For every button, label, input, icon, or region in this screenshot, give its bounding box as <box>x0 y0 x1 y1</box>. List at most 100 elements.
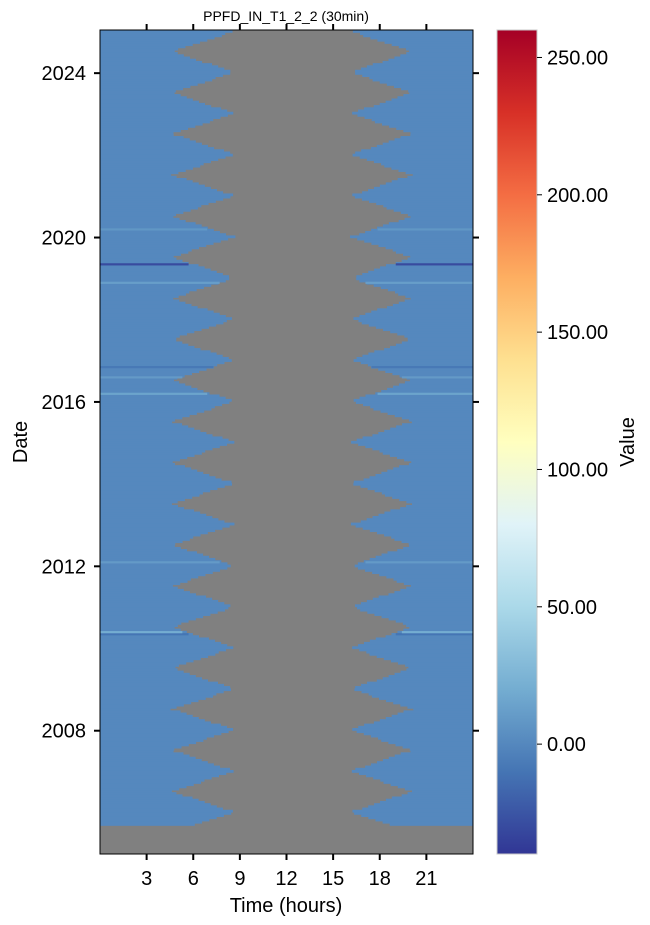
heatmap-row-night-morning <box>100 668 178 672</box>
heatmap-row-night-evening <box>411 502 473 506</box>
heatmap-row-night-evening <box>388 58 473 62</box>
heatmap-row-night-evening <box>393 701 473 705</box>
heatmap-row-night-evening <box>398 301 473 305</box>
heatmap-row-night-evening <box>398 661 473 665</box>
heatmap-row-night-morning <box>100 816 217 820</box>
heatmap-row-night-morning <box>100 449 206 453</box>
heatmap-row-night-evening <box>385 182 473 186</box>
heatmap-row-night-evening <box>387 288 473 292</box>
heatmap-row-night-evening <box>390 509 473 513</box>
heatmap-row-night-evening <box>362 436 473 440</box>
heatmap-anomaly-row <box>395 263 473 266</box>
heatmap-row-night-evening <box>355 71 473 75</box>
heatmap-anomaly-row <box>371 365 473 369</box>
heatmap-row-night-evening <box>375 474 473 477</box>
y-tick-label: 2020 <box>42 228 87 250</box>
heatmap-row-night-evening <box>401 259 473 263</box>
x-tick-label: 12 <box>275 868 297 890</box>
heatmap-row-night-morning <box>100 264 199 267</box>
heatmap-row-night-evening <box>352 728 473 731</box>
heatmap-row-night-evening <box>373 407 473 411</box>
heatmap-row-night-morning <box>100 451 202 455</box>
colorbar-tick-label: 0.00 <box>547 734 586 756</box>
heatmap-row-night-evening <box>381 491 473 495</box>
heatmap-row-night-morning <box>100 608 225 612</box>
heatmap-row-night-morning <box>100 527 223 530</box>
heatmap-row-night-morning <box>100 409 205 413</box>
heatmap-row-night-evening <box>388 140 473 144</box>
heatmap-anomaly-row <box>100 392 208 395</box>
heatmap-row-night-morning <box>100 299 180 303</box>
heatmap-row-night-evening <box>385 716 473 720</box>
heatmap-row-night-morning <box>100 593 197 597</box>
heatmap-row-night-evening <box>366 65 473 69</box>
heatmap-row-night-evening <box>369 200 473 203</box>
heatmap-row-night-morning <box>100 515 213 519</box>
heatmap-row-night-morning <box>100 686 231 689</box>
heatmap-row-night-evening <box>392 372 473 376</box>
heatmap-row-night-morning <box>100 151 231 155</box>
heatmap-row-night-morning <box>100 772 227 776</box>
heatmap-row-night-morning <box>100 363 218 367</box>
heatmap-row-night-evening <box>364 239 473 243</box>
heatmap-row-night-evening <box>369 639 473 643</box>
heatmap-row-night-morning <box>100 401 230 404</box>
heatmap-row-night-morning <box>100 197 224 201</box>
heatmap-row-night-evening <box>353 480 473 484</box>
heatmap-row-night-evening <box>366 774 473 778</box>
heatmap-row-night-evening <box>404 787 473 791</box>
heatmap-row-night-evening <box>394 414 473 418</box>
heatmap-row-night-morning <box>100 650 219 654</box>
heatmap-row-night-evening <box>387 469 473 473</box>
heatmap-anomaly-row <box>100 228 208 231</box>
heatmap-row-night-morning <box>100 98 193 102</box>
heatmap-row-night-evening <box>352 809 473 813</box>
heatmap-row-night-evening <box>360 602 473 605</box>
heatmap-row-night-evening <box>368 805 473 809</box>
heatmap-row-night-morning <box>100 120 210 124</box>
heatmap-row-night-morning <box>100 379 174 382</box>
heatmap-row-night-morning <box>100 721 211 725</box>
heatmap-row-night-morning <box>100 303 192 307</box>
heatmap-row-night-morning <box>100 314 226 318</box>
heatmap-row-night-morning <box>100 56 190 60</box>
heatmap-row-night-morning <box>100 602 225 605</box>
heatmap-row-night-morning <box>100 781 202 784</box>
heatmap-row-night-evening <box>381 390 473 393</box>
heatmap-row-night-morning <box>100 694 213 698</box>
heatmap-row-night-evening <box>409 49 473 53</box>
heatmap-row-night-evening <box>372 78 473 82</box>
heatmap-row-night-evening <box>380 800 473 804</box>
heatmap-row-night-evening <box>357 113 473 117</box>
heatmap-row-night-morning <box>100 577 191 581</box>
heatmap-row-night-evening <box>383 781 473 784</box>
heatmap-row-night-morning <box>100 244 207 248</box>
heatmap-row-night-evening <box>386 306 473 309</box>
heatmap-row-night-evening <box>400 588 473 592</box>
heatmap-row-night-evening <box>367 363 473 367</box>
heatmap-row-night-evening <box>384 164 473 168</box>
heatmap-row-night-evening <box>402 622 473 625</box>
heatmap-anomaly-row <box>377 392 473 395</box>
x-tick-label: 6 <box>188 868 199 890</box>
heatmap-row-night-morning <box>100 465 186 468</box>
heatmap-row-night-morning <box>100 661 187 665</box>
heatmap-row-night-evening <box>385 798 473 802</box>
heatmap-row-night-morning <box>100 270 217 274</box>
heatmap-row-night-evening <box>405 171 473 175</box>
heatmap-row-night-evening <box>399 465 473 468</box>
heatmap-row-night-evening <box>360 67 473 71</box>
heatmap-row-night-morning <box>100 321 224 325</box>
heatmap-row-night-evening <box>405 47 473 51</box>
heatmap-row-night-morning <box>100 434 213 438</box>
heatmap-row-night-evening <box>409 544 473 548</box>
heatmap-row-night-morning <box>100 637 209 641</box>
heatmap-row-night-morning <box>100 811 232 815</box>
heatmap-row-night-morning <box>100 641 222 645</box>
heatmap-row-night-evening <box>388 756 473 760</box>
heatmap-row-night-morning <box>100 164 201 168</box>
heatmap-anomaly-row <box>365 281 473 284</box>
heatmap-row-night-evening <box>374 350 473 354</box>
heatmap-row-night-morning <box>100 102 206 106</box>
heatmap-row-night-morning <box>100 149 225 153</box>
